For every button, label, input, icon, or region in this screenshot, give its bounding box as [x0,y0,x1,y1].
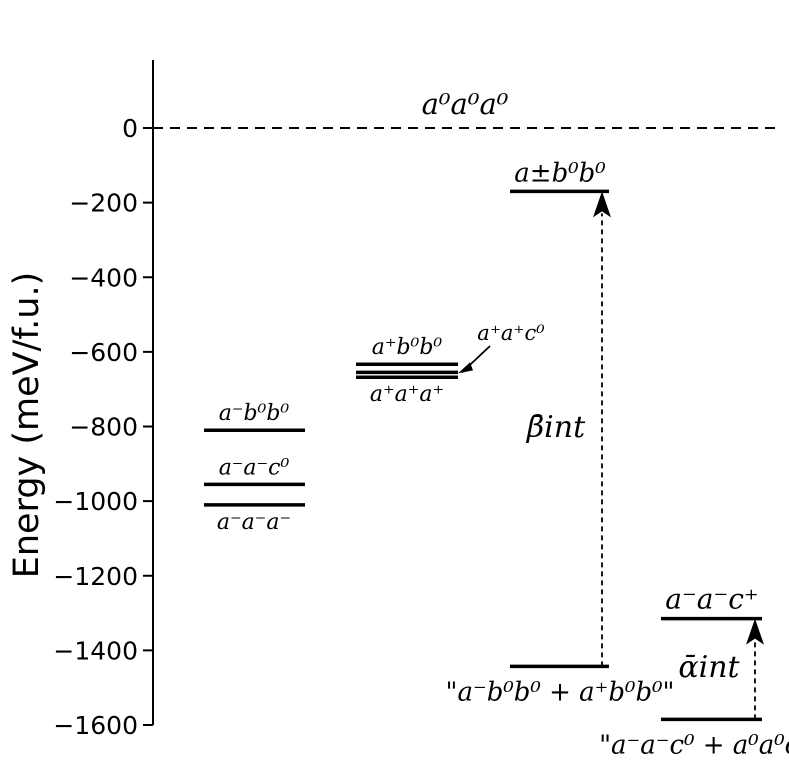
energy-level-label: "a⁻b⁰b⁰ + a⁺b⁰b⁰" [446,677,675,707]
transition-arrow-head [593,191,611,218]
y-axis-title: Energy (meV/f.u.) [7,272,47,579]
y-tick-label: −200 [69,189,138,218]
y-tick-label: −800 [69,413,138,442]
transition-arrow-head [746,618,764,645]
y-tick-label: −400 [69,263,138,292]
transition-arrows: β̄int ᾱint [526,191,764,720]
label-pointer-head [458,362,473,374]
reference-label: a⁰a⁰a⁰ [422,87,509,121]
energy-level-label: a⁻a⁻c⁺ [665,583,758,616]
transition-arrow-label: β̄int [526,410,586,445]
energy-level-label: a⁻a⁻c⁰ [219,455,290,480]
energy-level-label: "a⁻a⁻c⁰ + a⁰a⁰c⁺" [599,730,789,760]
energy-level-label: a⁺a⁺a⁺ [370,382,444,407]
y-tick-label: −1000 [53,487,138,516]
y-tick-label: −1200 [53,562,138,591]
y-tick-label: −1600 [53,711,138,740]
energy-level-label: a⁺b⁰b⁰ [372,335,443,360]
y-tick-label: −1400 [53,636,138,665]
energy-level-label: a⁺a⁺c⁰ [477,321,545,345]
energy-levels: a⁻b⁰b⁰ a⁻a⁻c⁰ a⁻a⁻a⁻ a⁺b⁰b⁰ a⁺a⁺c⁰ a⁺a⁺a⁺ a±b⁰… [204,158,789,760]
transition-arrow-label: ᾱint [678,650,740,685]
y-ticks: 0 −200 −400 −600 −800 −1000 −1200 −1400 −1600 [53,114,153,740]
energy-level-label: a⁻b⁰b⁰ [219,401,290,426]
y-tick-label: 0 [122,114,138,143]
y-tick-label: −600 [69,338,138,367]
energy-level-label: a⁻a⁻a⁻ [217,510,291,535]
energy-level-label: a±b⁰b⁰ [514,158,606,188]
